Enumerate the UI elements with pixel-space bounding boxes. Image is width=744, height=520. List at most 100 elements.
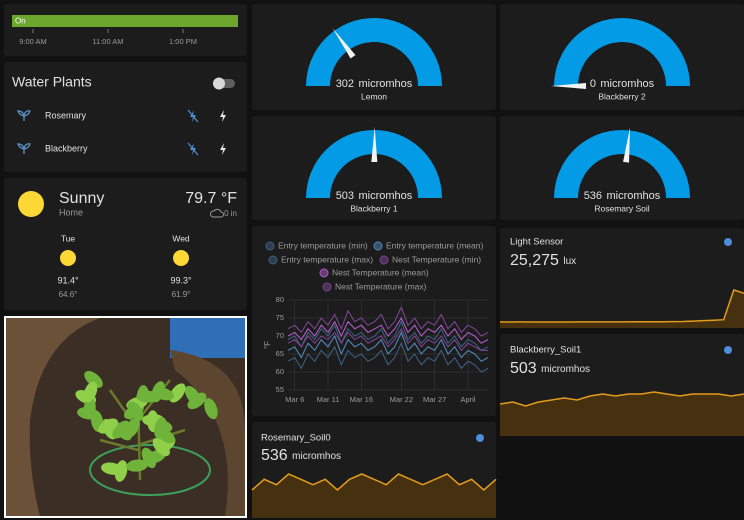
timeline-tick-label: 11:00 AM bbox=[92, 37, 123, 46]
water-plants-card bbox=[4, 62, 247, 172]
sensor-state: 25,275 lux bbox=[510, 252, 576, 269]
sensor-state-unit: lux bbox=[563, 256, 576, 267]
power-on-button[interactable] bbox=[220, 110, 226, 122]
legend-marker[interactable] bbox=[265, 241, 275, 251]
gauge-reading-unit: micromhos bbox=[600, 78, 654, 90]
gauge-name: Rosemary Soil bbox=[594, 203, 649, 213]
sensor-state-value: 25,275 bbox=[510, 252, 559, 269]
legend-label: Nest Temperature (max) bbox=[335, 281, 427, 291]
gauge-reading-unit: micromhos bbox=[607, 190, 661, 202]
gauge-arc bbox=[554, 130, 690, 198]
photo-hose bbox=[89, 444, 211, 496]
photo-leaf bbox=[136, 390, 159, 403]
series-line bbox=[287, 320, 489, 352]
photo-leaf bbox=[112, 420, 130, 439]
x-tick-label: Mar 6 bbox=[285, 395, 304, 404]
photo-leaf bbox=[83, 381, 98, 403]
forecast-high: 91.4° bbox=[57, 275, 79, 285]
weather-card[interactable] bbox=[4, 178, 247, 310]
forecast-low: 61.9° bbox=[172, 290, 191, 299]
power-on-button[interactable] bbox=[220, 143, 226, 155]
weather-icon bbox=[18, 191, 44, 217]
legend-marker[interactable] bbox=[379, 255, 389, 265]
sensor-state-value: 536 bbox=[261, 447, 288, 464]
legend-label: Nest Temperature (mean) bbox=[332, 267, 429, 277]
sparkline-area bbox=[500, 290, 744, 328]
power-off-slash bbox=[187, 142, 199, 156]
gauge-reading-value: 302 bbox=[336, 78, 354, 90]
photo-leaf bbox=[83, 397, 96, 420]
sensor-card[interactable] bbox=[500, 228, 744, 328]
y-tick-label: 60 bbox=[276, 367, 284, 376]
y-tick-label: 75 bbox=[276, 313, 284, 322]
sparkline bbox=[251, 473, 497, 491]
y-tick-label: 80 bbox=[276, 295, 284, 304]
photo-leaf bbox=[187, 392, 207, 410]
legend-marker[interactable] bbox=[319, 268, 329, 278]
sensor-state-value: 503 bbox=[510, 360, 537, 377]
gauge-reading: 302 micromhos bbox=[336, 75, 413, 92]
photo-leaf bbox=[152, 437, 170, 457]
sensor-state-unit: micromhos bbox=[292, 451, 341, 462]
legend-marker[interactable] bbox=[322, 282, 332, 292]
series-line bbox=[287, 316, 489, 344]
photo-leaf bbox=[84, 371, 103, 388]
card-title: Water Plants bbox=[12, 74, 92, 90]
gauge-needle bbox=[623, 127, 631, 163]
photo-leaf bbox=[126, 459, 149, 472]
x-tick-label: Mar 11 bbox=[317, 395, 340, 404]
sensor-name: Blackberry_Soil1 bbox=[510, 345, 581, 356]
x-tick-label: April bbox=[460, 395, 475, 404]
gauge-reading-unit: micromhos bbox=[359, 190, 413, 202]
series-line bbox=[287, 327, 488, 352]
legend-label: Entry temperature (mean) bbox=[386, 240, 483, 250]
plant-name: Rosemary bbox=[45, 110, 87, 120]
forecast-icon bbox=[173, 250, 189, 266]
x-tick-label: Mar 27 bbox=[423, 395, 446, 404]
timeline-bar bbox=[12, 15, 238, 27]
timeline-tick-label: 1:00 PM bbox=[169, 37, 197, 46]
power-off-slash bbox=[187, 109, 199, 123]
sensor-state-unit: micromhos bbox=[541, 364, 590, 375]
legend-marker[interactable] bbox=[373, 241, 383, 251]
history-chart-card bbox=[252, 226, 496, 416]
sparkline bbox=[499, 391, 744, 407]
series-line bbox=[287, 341, 489, 373]
weather-condition: Sunny bbox=[59, 190, 104, 207]
photo-leaf bbox=[204, 398, 218, 420]
photo-leaf bbox=[98, 418, 119, 434]
legend-marker[interactable] bbox=[268, 255, 278, 265]
photo-pot-rim-right bbox=[170, 350, 245, 516]
gauge-needle bbox=[371, 127, 378, 163]
gauge-reading-unit: micromhos bbox=[359, 78, 413, 90]
y-axis-label: °F bbox=[263, 341, 272, 349]
x-tick-label: Mar 22 bbox=[390, 395, 413, 404]
timeline-state: On bbox=[15, 17, 26, 26]
legend-label: Nest Temperature (min) bbox=[392, 254, 481, 264]
y-tick-label: 65 bbox=[276, 349, 284, 358]
gauge-arc bbox=[554, 18, 690, 86]
sparkline bbox=[499, 289, 744, 323]
photo-leaf bbox=[152, 387, 174, 401]
gauge-reading-value: 0 bbox=[590, 78, 596, 90]
gauge-needle bbox=[551, 83, 586, 89]
weather-precipitation: 0 in bbox=[224, 209, 237, 218]
sensor-icon bbox=[724, 238, 732, 246]
weather-temperature: 79.7 °F bbox=[185, 190, 237, 207]
plant-icon bbox=[17, 143, 31, 154]
forecast-high: 99.3° bbox=[170, 275, 192, 285]
photo-leaf bbox=[154, 417, 167, 439]
legend-label: Entry temperature (max) bbox=[281, 254, 373, 264]
photo-pot-rim bbox=[6, 318, 100, 516]
sensor-icon bbox=[476, 434, 484, 442]
forecast-day: Tue bbox=[61, 233, 76, 243]
plant-name: Blackberry bbox=[45, 143, 88, 153]
sensor-state: 536 micromhos bbox=[261, 447, 341, 464]
photo-leaf bbox=[141, 447, 157, 469]
timeline-card bbox=[4, 4, 247, 56]
toggle-knob[interactable] bbox=[213, 77, 225, 90]
gauge-reading-value: 503 bbox=[336, 190, 354, 202]
